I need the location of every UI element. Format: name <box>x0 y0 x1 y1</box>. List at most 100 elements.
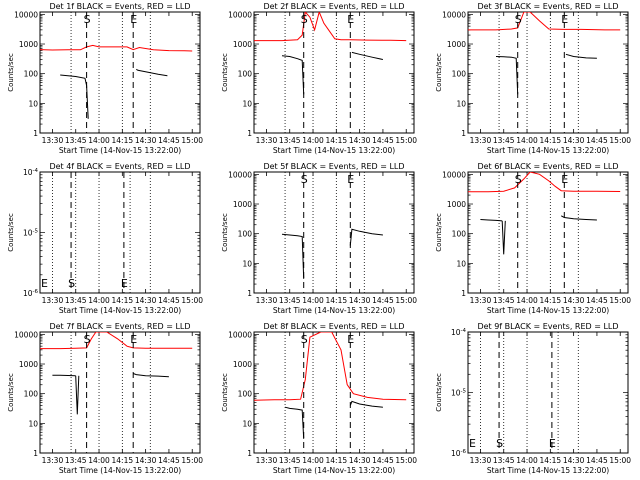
x-tick-label: 13:45 <box>65 136 87 145</box>
y-tick-label: 100 <box>452 230 467 239</box>
y-axis-label: Counts/sec <box>221 213 229 252</box>
x-tick-label: 14:00 <box>88 456 110 465</box>
x-axis-label: Start Time (14-Nov-15 13:22:00) <box>487 306 609 315</box>
y-tick-label: 10000 <box>14 330 38 339</box>
x-axis-label: Start Time (14-Nov-15 13:22:00) <box>59 146 181 155</box>
x-tick-label: 14:00 <box>302 296 324 305</box>
y-tick-label: 10000 <box>14 10 38 19</box>
x-tick-label: 14:45 <box>158 136 180 145</box>
x-tick-label: 13:30 <box>256 136 278 145</box>
det-7f-panel: 13:30 13:45 14:00 14:15 14:30 14:45 15:00 1 10 10… <box>7 322 203 475</box>
lld-series-line <box>254 332 407 401</box>
x-tick-label: 14:45 <box>586 296 608 305</box>
x-tick-label: 14:00 <box>516 296 538 305</box>
y-tick-label: 10000 <box>228 330 252 339</box>
y-tick-label: 1000 <box>19 40 38 49</box>
plot-frame <box>467 331 629 454</box>
lld-series-line <box>468 172 621 193</box>
x-tick-label: 13:30 <box>42 456 64 465</box>
x-tick-label: 13:30 <box>42 296 64 305</box>
x-tick-label: 13:45 <box>279 136 301 145</box>
plot-frame <box>253 11 415 134</box>
x-tick-label: 13:45 <box>493 456 515 465</box>
y-axis-label: Counts/sec <box>7 53 15 92</box>
y-tick-label: 1 <box>247 129 252 138</box>
x-tick-label: 14:15 <box>540 136 562 145</box>
x-tick-label: 14:00 <box>516 456 538 465</box>
y-axis-label: Counts/sec <box>435 373 443 412</box>
x-tick-label: 15:00 <box>395 136 417 145</box>
y-axis-label: Counts/sec <box>435 213 443 252</box>
marker-label-s: S <box>515 13 522 26</box>
y-tick-label: 10-4 <box>23 168 39 177</box>
marker-label-s: S <box>301 13 308 26</box>
x-axis-label: Start Time (14-Nov-15 13:22:00) <box>487 466 609 475</box>
y-axis-label: Counts/sec <box>221 53 229 92</box>
y-tick-label: 100 <box>238 230 253 239</box>
x-tick-label: 14:15 <box>540 456 562 465</box>
x-tick-label: 14:30 <box>135 456 157 465</box>
det-1f-panel: 13:30 13:45 14:00 14:15 14:30 14:45 15:00 1 10 10… <box>7 2 203 155</box>
x-tick-label: 14:45 <box>586 456 608 465</box>
events-series-line <box>284 406 305 439</box>
x-tick-label: 14:45 <box>158 456 180 465</box>
x-tick-label: 13:30 <box>256 456 278 465</box>
y-tick-label: 10 <box>456 259 466 268</box>
x-tick-label: 13:30 <box>256 296 278 305</box>
events-series-line <box>495 56 519 95</box>
events-series-line <box>351 51 384 60</box>
y-tick-label: 10-6 <box>23 289 39 298</box>
x-tick-label: 14:00 <box>302 136 324 145</box>
y-tick-label: 10000 <box>442 170 466 179</box>
events-series-line <box>560 215 597 221</box>
y-tick-label: 100 <box>24 70 39 79</box>
x-tick-label: 13:30 <box>470 456 492 465</box>
det-5f-panel: 13:30 13:45 14:00 14:15 14:30 14:45 15:00 1 10 10… <box>221 162 417 315</box>
plot-frame <box>39 331 201 454</box>
y-tick-label: 10 <box>28 419 38 428</box>
marker-label-e: E <box>347 13 354 26</box>
marker-label-e: E <box>347 333 354 346</box>
x-tick-label: 14:15 <box>326 136 348 145</box>
events-series-line <box>349 400 383 408</box>
y-axis-label: Counts/sec <box>7 213 15 252</box>
x-tick-label: 13:45 <box>279 296 301 305</box>
panel-title: Det 7f BLACK = Events, RED = LLD <box>49 322 190 331</box>
y-tick-label: 10-5 <box>451 389 467 398</box>
x-tick-label: 13:45 <box>65 456 87 465</box>
x-axis-label: Start Time (14-Nov-15 13:22:00) <box>59 306 181 315</box>
y-tick-label: 10000 <box>228 10 252 19</box>
y-tick-label: 100 <box>24 390 39 399</box>
plot-frame <box>253 171 415 294</box>
x-tick-label: 14:30 <box>135 136 157 145</box>
x-tick-label: 15:00 <box>609 456 631 465</box>
x-tick-label: 15:00 <box>395 456 417 465</box>
marker-label-s: S <box>84 333 91 346</box>
y-tick-label: 1 <box>247 289 252 298</box>
x-tick-label: 14:30 <box>135 296 157 305</box>
x-tick-label: 14:15 <box>326 296 348 305</box>
x-tick-label: 15:00 <box>181 296 203 305</box>
x-tick-label: 14:30 <box>349 296 371 305</box>
marker-label-e: E <box>130 333 137 346</box>
y-tick-label: 1000 <box>447 200 466 209</box>
marker-label-e: E <box>561 13 568 26</box>
x-tick-label: 14:15 <box>112 136 134 145</box>
y-tick-label: 10 <box>242 99 252 108</box>
x-tick-label: 14:00 <box>88 296 110 305</box>
events-series-line <box>480 219 503 222</box>
y-tick-label: 10000 <box>228 170 252 179</box>
y-tick-label: 100 <box>452 70 467 79</box>
det-3f-panel: 13:30 13:45 14:00 14:15 14:30 14:45 15:00 1 10 10… <box>435 2 631 155</box>
lld-series-line <box>40 332 193 350</box>
y-tick-label: 1000 <box>233 200 252 209</box>
x-tick-label: 15:00 <box>181 456 203 465</box>
y-tick-label: 10-4 <box>451 328 467 337</box>
marker-label-e: E <box>41 277 48 290</box>
y-tick-label: 10000 <box>442 10 466 19</box>
x-tick-label: 13:45 <box>493 296 515 305</box>
y-tick-label: 100 <box>238 390 253 399</box>
y-axis-label: Counts/sec <box>435 53 443 92</box>
x-tick-label: 15:00 <box>395 296 417 305</box>
